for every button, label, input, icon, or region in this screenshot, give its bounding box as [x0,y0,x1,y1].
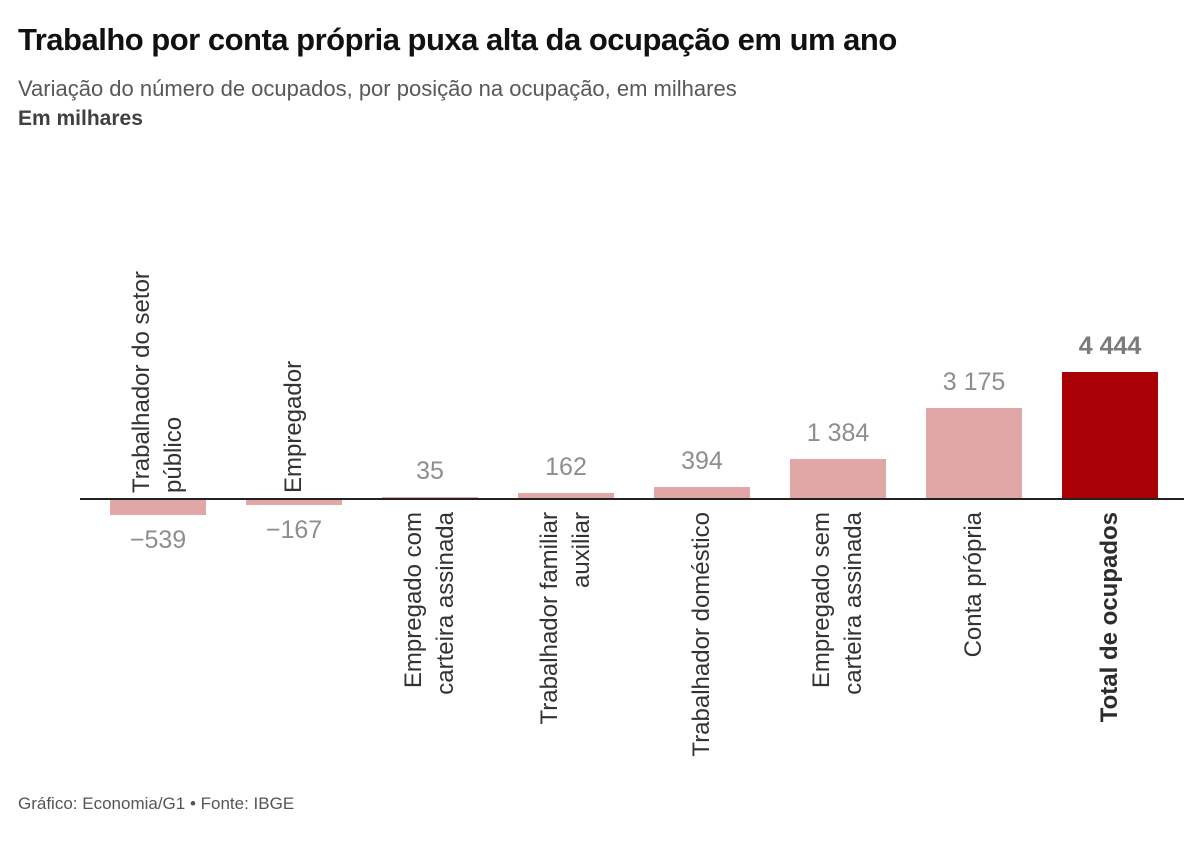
bar-1 [110,500,206,515]
bar-8 [1062,372,1158,498]
bar-value-label: 162 [545,453,587,481]
bar-3 [382,497,478,498]
x-axis-line [80,498,1184,500]
bar-value-label: −167 [265,516,323,544]
bar-value-label: −539 [129,526,187,554]
bar-value-label: 35 [416,457,444,485]
bar-category-label: Trabalhador doméstico [688,512,715,757]
bar-value-label: 4 444 [1078,332,1142,360]
chart-header: Trabalho por conta própria puxa alta da … [18,0,1178,132]
chart-title: Trabalho por conta própria puxa alta da … [18,22,897,57]
chart-credit: Gráfico: Economia/G1 • Fonte: IBGE [18,794,295,813]
chart-subtitle: Variação do número de ocupados, por posi… [18,76,737,101]
bar-category-label: Empregador [280,360,307,493]
bar-6 [790,459,886,498]
bar-category-label: Trabalhador familiar auxiliar [536,512,595,725]
bar-category-label: Empregado sem carteira assinada [808,512,867,695]
bar-category-label: Total de ocupados [1096,512,1123,723]
bar-value-label: 394 [681,447,723,475]
bar-category-label: Conta própria [960,512,987,658]
bar-category-label: Empregado com carteira assinada [400,512,459,695]
bar-value-label: 1 384 [806,419,870,447]
chart-unit-label: Em milhares [18,107,143,130]
bar-category-label: Trabalhador do setor público [128,271,187,493]
bar-7 [926,408,1022,498]
bar-4 [518,493,614,498]
bar-5 [654,487,750,498]
bar-2 [246,500,342,505]
bar-value-label: 3 175 [942,368,1006,396]
